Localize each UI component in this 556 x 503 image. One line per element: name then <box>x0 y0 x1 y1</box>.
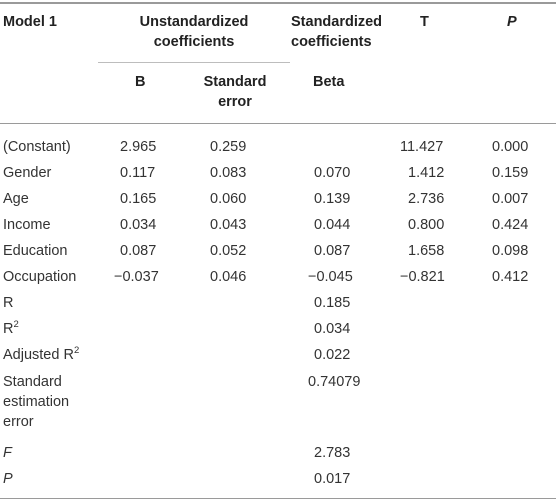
cell-t: 0.800 <box>408 217 445 233</box>
header-unstandardized: Unstandardized coefficients <box>98 12 290 52</box>
header-unstandardized-line1: Unstandardized <box>139 14 249 30</box>
header-standard-error-line2: error <box>218 94 252 110</box>
row-label: Occupation <box>3 269 77 285</box>
stat-adj-r2-label-base: Adjusted R <box>3 347 74 363</box>
header-model: Model 1 <box>3 14 57 30</box>
cell-p: 0.000 <box>492 139 529 155</box>
cell-p: 0.098 <box>492 243 529 259</box>
stat-see-label-line1: Standard <box>3 374 62 390</box>
cell-se: 0.046 <box>210 269 247 285</box>
row-label: Income <box>3 217 51 233</box>
stat-see-label: Standard estimation error <box>3 372 93 432</box>
cell-p: 0.412 <box>492 269 529 285</box>
row-label: (Constant) <box>3 139 71 155</box>
cell-se: 0.083 <box>210 165 247 181</box>
header-standard-error-line1: Standard <box>203 74 267 90</box>
cell-t: 11.427 <box>400 139 444 155</box>
stat-r-value: 0.185 <box>314 295 351 311</box>
header-beta: Beta <box>313 74 345 90</box>
stat-r2-label-sup: 2 <box>13 319 19 330</box>
cell-se: 0.259 <box>210 139 247 155</box>
stat-r2-label: R2 <box>3 319 19 339</box>
stat-p-value: 0.017 <box>314 471 351 487</box>
table-top-rule <box>0 2 556 4</box>
stat-f-label: F <box>3 445 12 461</box>
cell-t: 1.658 <box>408 243 445 259</box>
stat-adj-r2-value: 0.022 <box>314 347 351 363</box>
header-t: T <box>420 14 429 30</box>
header-standardized: Standardized coefficients <box>291 12 401 52</box>
cell-se: 0.060 <box>210 191 247 207</box>
cell-t: 2.736 <box>408 191 445 207</box>
table-bottom-rule <box>0 498 556 499</box>
stat-see-label-line2: estimation <box>3 394 70 410</box>
row-label: Education <box>3 243 68 259</box>
stat-r2-label-base: R <box>3 321 14 337</box>
header-standardized-line2: coefficients <box>291 34 372 50</box>
cell-b: 0.034 <box>120 217 157 233</box>
cell-b: 2.965 <box>120 139 157 155</box>
row-label: Age <box>3 191 29 207</box>
stat-see-value: 0.74079 <box>308 374 361 390</box>
stat-r-label: R <box>3 295 14 311</box>
stat-p-label: P <box>3 471 13 487</box>
cell-beta: 0.139 <box>314 191 351 207</box>
header-b: B <box>135 74 146 90</box>
cell-b: 0.117 <box>120 165 156 181</box>
row-label: Gender <box>3 165 52 181</box>
cell-p: 0.159 <box>492 165 529 181</box>
cell-beta: 0.044 <box>314 217 351 233</box>
cell-b: 0.087 <box>120 243 157 259</box>
cell-se: 0.043 <box>210 217 247 233</box>
cell-t: −0.821 <box>400 269 445 285</box>
cell-se: 0.052 <box>210 243 247 259</box>
header-p-text: P <box>507 14 517 30</box>
stat-see-label-line3: error <box>3 414 34 430</box>
stat-f-value: 2.783 <box>314 445 351 461</box>
unstandardized-underline <box>98 62 290 63</box>
cell-beta: −0.045 <box>308 269 353 285</box>
header-unstandardized-line2: coefficients <box>153 34 235 50</box>
cell-beta: 0.070 <box>314 165 351 181</box>
cell-beta: 0.087 <box>314 243 351 259</box>
stat-adj-r2-label-sup: 2 <box>73 345 80 356</box>
cell-p: 0.424 <box>492 217 529 233</box>
header-standardized-line1: Standardized <box>291 14 383 30</box>
cell-p: 0.007 <box>492 191 529 207</box>
header-bottom-rule <box>0 123 556 124</box>
stat-r2-value: 0.034 <box>314 321 351 337</box>
cell-t: 1.412 <box>408 165 445 181</box>
cell-b: −0.037 <box>114 269 159 285</box>
cell-b: 0.165 <box>120 191 157 207</box>
header-standard-error: Standard error <box>190 72 280 112</box>
header-p: P <box>507 12 517 32</box>
stat-adj-r2-label: Adjusted R2 <box>3 345 79 365</box>
